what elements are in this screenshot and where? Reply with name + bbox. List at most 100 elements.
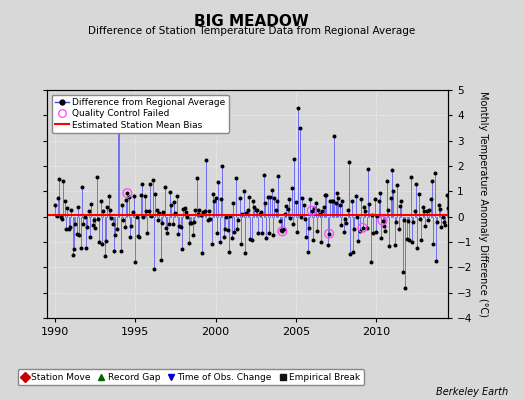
Text: Difference of Station Temperature Data from Regional Average: Difference of Station Temperature Data f… <box>88 26 415 36</box>
Point <box>217 196 225 203</box>
Point <box>150 265 158 272</box>
Point <box>189 231 197 238</box>
Point <box>264 194 272 201</box>
Point <box>244 207 252 213</box>
Point <box>305 225 313 232</box>
Point <box>424 217 432 223</box>
Point <box>296 125 304 131</box>
Point <box>318 208 326 214</box>
Point <box>230 229 238 235</box>
Point <box>190 219 199 225</box>
Point <box>428 178 436 184</box>
Point <box>151 191 160 197</box>
Point <box>433 219 442 225</box>
Point <box>255 211 264 217</box>
Point <box>308 208 316 214</box>
Point <box>417 237 425 243</box>
Point <box>271 207 280 214</box>
Point <box>369 230 377 236</box>
Point <box>122 197 130 204</box>
Point <box>94 216 102 222</box>
Point <box>245 194 253 200</box>
Point <box>186 219 194 226</box>
Point <box>259 172 268 178</box>
Point <box>146 181 154 187</box>
Point <box>352 192 360 199</box>
Point <box>273 198 281 204</box>
Point <box>297 214 305 220</box>
Point <box>172 193 181 200</box>
Point <box>232 175 240 182</box>
Point <box>121 224 129 230</box>
Point <box>357 196 365 202</box>
Point <box>184 239 193 246</box>
Point <box>119 217 127 223</box>
Point <box>313 228 321 234</box>
Point <box>227 235 236 242</box>
Point <box>92 174 101 181</box>
Point <box>202 157 210 164</box>
Point <box>342 219 351 226</box>
Point <box>253 207 261 213</box>
Point <box>383 178 391 184</box>
Point <box>242 210 250 216</box>
Point <box>328 197 336 204</box>
Point <box>400 217 408 224</box>
Point <box>163 230 172 236</box>
Point <box>123 190 132 196</box>
Point <box>286 215 294 222</box>
Point <box>91 225 100 232</box>
Y-axis label: Monthly Temperature Anomaly Difference (°C): Monthly Temperature Anomaly Difference (… <box>478 91 488 317</box>
Point <box>138 181 146 188</box>
Point <box>235 195 244 201</box>
Point <box>206 216 214 223</box>
Point <box>294 104 302 111</box>
Point <box>225 249 233 255</box>
Point <box>437 224 445 230</box>
Point <box>330 132 339 139</box>
Point <box>306 196 314 202</box>
Point <box>222 213 231 220</box>
Point <box>75 232 83 238</box>
Point <box>258 230 267 236</box>
Point <box>366 259 375 266</box>
Point <box>250 204 258 210</box>
Text: Berkeley Earth: Berkeley Earth <box>436 387 508 397</box>
Point <box>233 226 241 232</box>
Point <box>266 193 275 200</box>
Point <box>104 193 113 200</box>
Point <box>58 215 66 222</box>
Point <box>74 204 82 210</box>
Point <box>362 224 370 231</box>
Point <box>103 204 112 210</box>
Point <box>285 196 293 203</box>
Point <box>416 216 424 222</box>
Point <box>239 188 248 194</box>
Point <box>165 221 173 228</box>
Point <box>169 220 177 227</box>
Point <box>309 237 317 244</box>
Point <box>174 231 182 237</box>
Point <box>373 213 381 219</box>
Point <box>139 214 148 220</box>
Point <box>52 213 61 220</box>
Point <box>401 285 409 292</box>
Point <box>427 196 435 202</box>
Point <box>334 195 343 201</box>
Point <box>125 194 133 200</box>
Point <box>315 211 324 217</box>
Point <box>113 226 121 232</box>
Point <box>345 159 353 166</box>
Point <box>96 198 105 204</box>
Point <box>262 234 270 241</box>
Point <box>102 238 110 244</box>
Point <box>131 259 139 266</box>
Point <box>155 210 163 217</box>
Point <box>147 213 156 219</box>
Point <box>356 228 364 234</box>
Point <box>234 217 243 224</box>
Point <box>421 223 430 230</box>
Point <box>298 195 307 201</box>
Point <box>214 179 222 185</box>
Point <box>303 249 312 255</box>
